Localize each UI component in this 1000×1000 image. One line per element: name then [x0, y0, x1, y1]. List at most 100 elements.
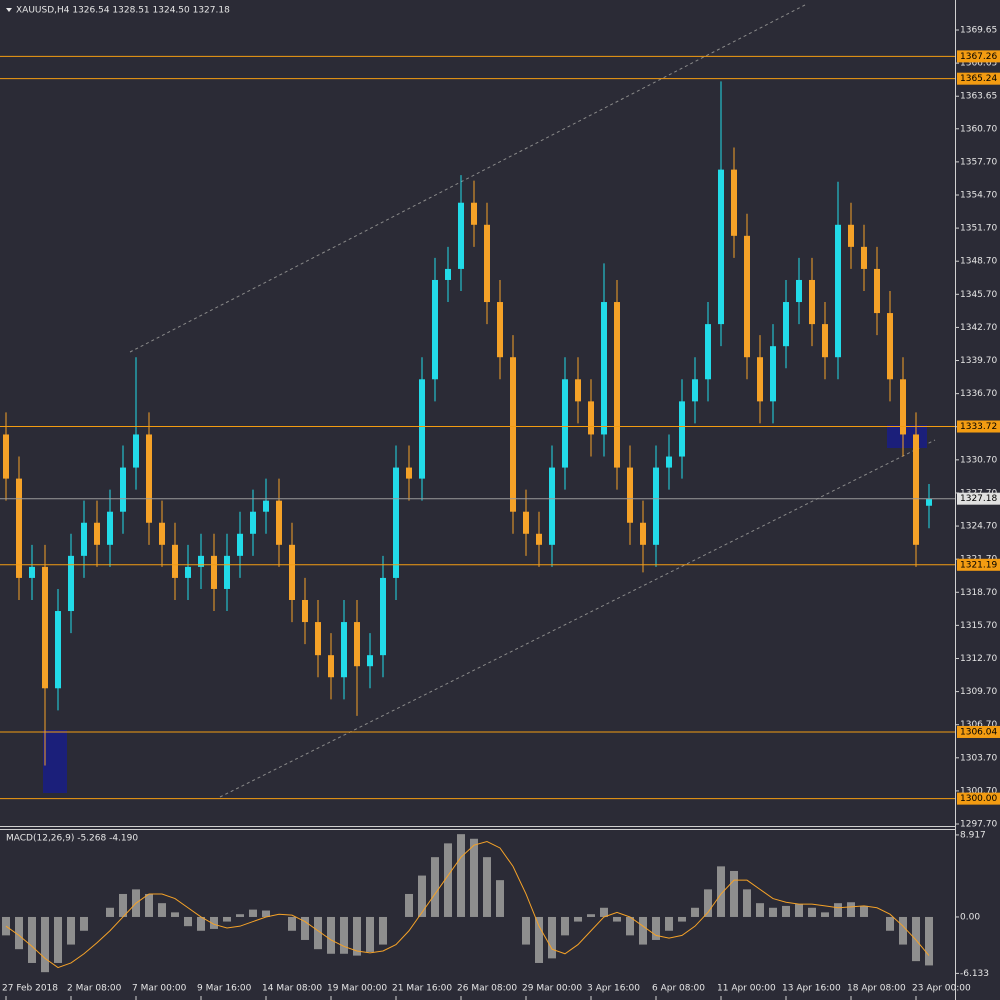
x-tick-label: 29 Mar 00:00: [522, 984, 582, 994]
candle-body: [354, 622, 360, 667]
candle-body: [900, 379, 906, 435]
candle-body: [822, 324, 828, 358]
level-label-box: [957, 72, 1000, 85]
candle-body: [588, 401, 594, 435]
macd-bar: [678, 916, 686, 922]
y-tick-label: 1342.70: [960, 323, 997, 333]
macd-bar: [587, 914, 595, 917]
macd-bar: [522, 916, 530, 945]
candle-body: [250, 511, 256, 534]
candle-body: [276, 500, 282, 545]
macd-bar: [15, 916, 23, 950]
macd-bar: [210, 916, 218, 929]
candle-body: [367, 655, 373, 667]
candle-body: [861, 246, 867, 269]
macd-bar: [366, 916, 374, 952]
candle-body: [848, 224, 854, 247]
macd-bar: [54, 916, 62, 963]
level-label: 1306.04: [960, 727, 997, 737]
macd-bar: [80, 916, 88, 931]
y-tick-label: 1315.70: [960, 621, 997, 631]
macd-bar: [41, 916, 49, 973]
x-tick-label: 26 Mar 08:00: [457, 984, 517, 994]
chart-title: XAUUSD,H4 1326.54 1328.51 1324.50 1327.1…: [16, 6, 230, 16]
signal-line: [5, 840, 930, 969]
candle-body: [887, 313, 893, 380]
y-tick-label: 1297.70: [960, 820, 997, 830]
candle-body: [679, 401, 685, 457]
macd-bar: [340, 916, 348, 954]
candle-body: [549, 467, 555, 545]
menu-icon: [6, 8, 12, 12]
x-tick-label: 23 Apr 00:00: [912, 984, 971, 994]
macd-bar: [470, 838, 478, 917]
candle-body: [744, 235, 750, 358]
x-tick-label: 2 Mar 08:00: [67, 984, 122, 994]
candle-body: [263, 500, 269, 512]
macd-bar: [769, 907, 777, 917]
y-tick-label: 1309.70: [960, 687, 997, 697]
level-label: 1321.19: [960, 560, 997, 570]
macd-bar: [184, 916, 192, 927]
level-label-box: [957, 792, 1000, 805]
candle-body: [445, 268, 451, 280]
last-price-label: 1327.18: [960, 494, 997, 504]
y-tick-label: 0.00: [960, 912, 980, 922]
candle-body: [42, 566, 48, 689]
candle-body: [289, 544, 295, 600]
y-tick-label: -6.133: [960, 969, 989, 979]
candle-body: [757, 357, 763, 402]
x-tick-label: 27 Feb 2018: [2, 984, 58, 994]
candle-body: [302, 599, 308, 623]
zone-box: [887, 425, 927, 448]
y-tick-label: 1303.70: [960, 753, 997, 763]
candle-body: [575, 379, 581, 402]
macd-bar: [483, 857, 491, 917]
candle-body: [3, 434, 9, 479]
candle-body: [770, 346, 776, 402]
macd-bar: [353, 916, 361, 956]
level-label-box: [957, 420, 1000, 433]
macd-bar: [782, 905, 790, 917]
macd-bar: [301, 916, 309, 940]
macd-bar: [67, 916, 75, 945]
macd-bar: [327, 916, 335, 954]
x-tick-label: 13 Apr 16:00: [782, 984, 841, 994]
level-label: 1333.72: [960, 422, 997, 432]
candle-body: [484, 224, 490, 303]
trend-line: [129, 4, 806, 353]
candle-body: [731, 169, 737, 236]
candle-body: [523, 511, 529, 534]
candle-body: [692, 379, 698, 402]
candle-body: [224, 555, 230, 589]
candle-body: [107, 511, 113, 545]
x-tick-label: 6 Apr 08:00: [652, 984, 705, 994]
y-tick-label: 1324.70: [960, 522, 997, 532]
candle-body: [783, 302, 789, 347]
macd-bar: [119, 893, 127, 917]
macd-bar: [639, 916, 647, 945]
y-tick-label: 8.917: [960, 830, 986, 840]
macd-bar: [106, 907, 114, 917]
macd-bar: [912, 916, 920, 962]
candle-body: [835, 224, 841, 358]
candle-body: [653, 467, 659, 545]
y-tick-label: 1366.65: [960, 59, 997, 69]
macd-bar: [925, 916, 933, 966]
macd-bar: [28, 916, 36, 963]
candle-body: [341, 622, 347, 678]
macd-bar: [314, 916, 322, 950]
macd-bar: [197, 916, 205, 931]
macd-bar: [262, 910, 270, 917]
macd-bar: [431, 857, 439, 917]
macd-bar: [652, 916, 660, 940]
level-label-box: [957, 725, 1000, 738]
level-label: 1300.00: [960, 794, 997, 804]
candle-body: [640, 522, 646, 545]
y-tick-label: 1357.70: [960, 157, 997, 167]
macd-bar: [574, 916, 582, 922]
macd-bar: [171, 912, 179, 917]
level-label: 1367.26: [960, 52, 997, 62]
macd-bar: [899, 916, 907, 945]
